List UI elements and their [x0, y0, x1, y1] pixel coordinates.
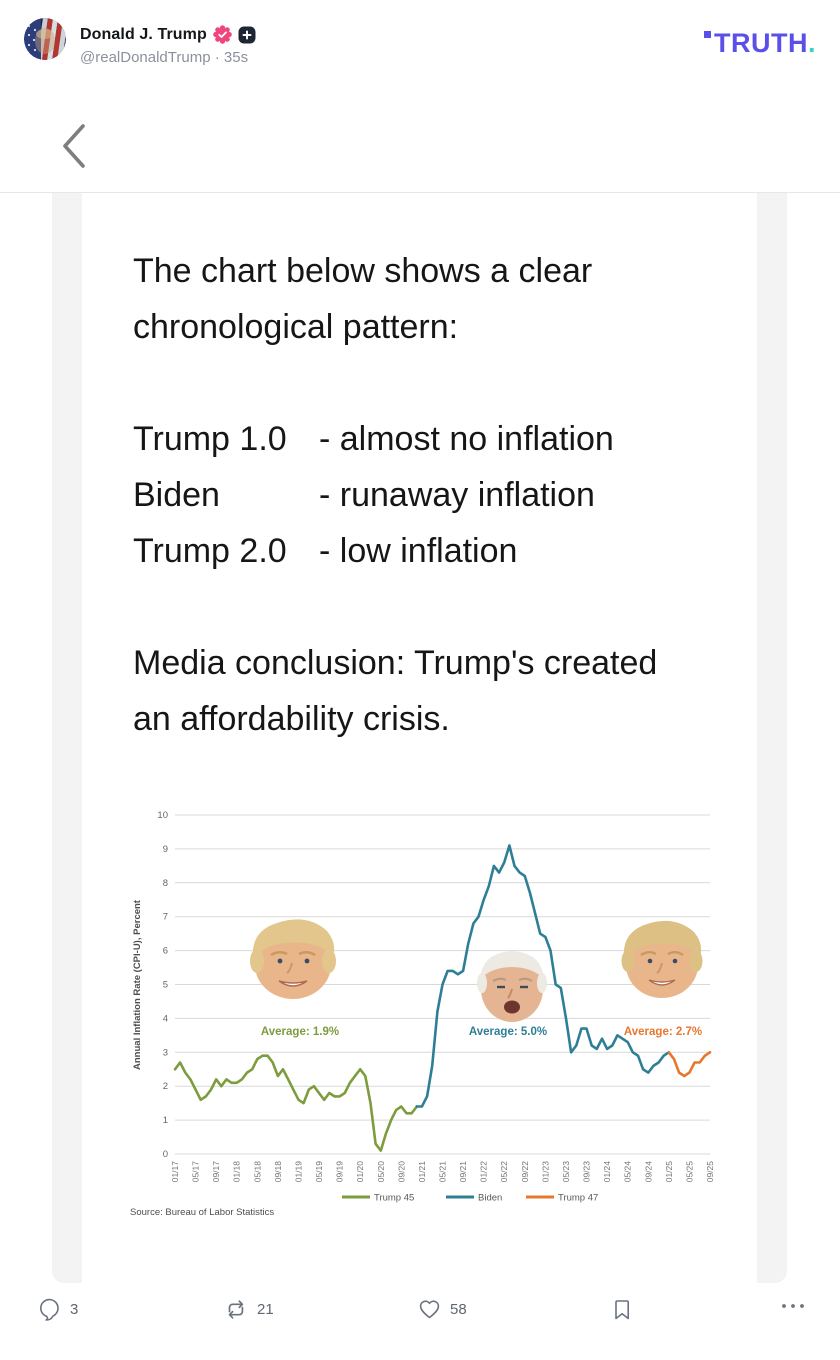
svg-text:10: 10 [157, 810, 168, 821]
trump-45-face-image [250, 919, 336, 999]
svg-text:Biden: Biden [478, 1193, 502, 1204]
svg-text:05/18: 05/18 [252, 1161, 262, 1183]
svg-text:09/19: 09/19 [335, 1161, 345, 1183]
svg-text:09/23: 09/23 [582, 1161, 592, 1183]
more-options-button[interactable] [780, 1302, 806, 1310]
svg-text:9: 9 [163, 844, 168, 855]
svg-text:5: 5 [163, 980, 168, 991]
svg-text:09/18: 09/18 [273, 1161, 283, 1183]
svg-text:01/21: 01/21 [417, 1161, 427, 1183]
user-handle[interactable]: @realDonaldTrump · 35s [80, 49, 249, 66]
trump-47-face-image [621, 920, 703, 998]
inflation-chart: 0 1 2 3 4 5 6 7 8 9 10 01/17 05/17 09/17 01/18 05/18 09/… [128, 791, 728, 1243]
svg-text:Average: 1.9%: Average: 1.9% [261, 1026, 339, 1038]
svg-text:Trump 47: Trump 47 [558, 1193, 598, 1204]
plus-badge-icon [238, 26, 256, 43]
bookmark-icon [615, 1300, 629, 1320]
svg-text:0: 0 [163, 1149, 168, 1160]
verified-badge-icon [213, 25, 232, 44]
svg-text:09/20: 09/20 [396, 1161, 406, 1183]
svg-text:05/23: 05/23 [561, 1161, 571, 1183]
svg-text:6: 6 [163, 946, 168, 957]
timestamp: 35s [223, 49, 249, 66]
svg-text:09/25: 09/25 [705, 1161, 715, 1183]
svg-text:01/19: 01/19 [293, 1161, 303, 1183]
svg-text:Average: 2.7%: Average: 2.7% [624, 1026, 702, 1038]
back-button[interactable] [52, 118, 100, 174]
heading-line: chronological pattern: [133, 308, 459, 346]
header-divider [0, 192, 840, 193]
reply-button[interactable]: 3 [38, 1298, 78, 1321]
svg-text:2: 2 [163, 1081, 168, 1092]
svg-text:01/25: 01/25 [664, 1161, 674, 1183]
chevron-left-icon [63, 124, 85, 168]
bookmark-button[interactable] [612, 1298, 632, 1321]
retruth-button[interactable]: 21 [224, 1298, 274, 1321]
svg-text:01/24: 01/24 [602, 1161, 612, 1183]
ellipsis-icon [782, 1304, 804, 1308]
svg-text:4: 4 [163, 1013, 168, 1024]
svg-text:05/25: 05/25 [684, 1161, 694, 1183]
svg-text:1: 1 [163, 1115, 168, 1126]
conclusion-line: an affordability crisis. [133, 700, 450, 738]
svg-text:3: 3 [163, 1047, 168, 1058]
conclusion-line: Media conclusion: Trump's created [133, 644, 658, 682]
display-name[interactable]: Donald J. Trump [80, 25, 207, 43]
heart-icon [419, 1300, 440, 1319]
svg-text:01/18: 01/18 [232, 1161, 242, 1183]
svg-text:01/22: 01/22 [479, 1161, 489, 1183]
svg-text:Annual Inflation Rate (CPI-U),: Annual Inflation Rate (CPI-U), Percent [132, 899, 143, 1070]
svg-text:8: 8 [163, 878, 168, 889]
like-count: 58 [450, 1300, 467, 1318]
svg-text:09/24: 09/24 [643, 1161, 653, 1183]
reply-count: 3 [70, 1301, 79, 1318]
svg-text:05/22: 05/22 [499, 1161, 509, 1183]
svg-text:05/21: 05/21 [438, 1161, 448, 1183]
speech-bubble-icon [40, 1298, 59, 1321]
svg-text:Trump 45: Trump 45 [374, 1193, 414, 1204]
svg-text:05/19: 05/19 [314, 1161, 324, 1183]
heading-line: The chart below shows a clear [133, 252, 593, 290]
svg-text:09/21: 09/21 [458, 1161, 468, 1183]
truth-logo-tick [704, 31, 711, 38]
repeat-arrows-icon [228, 1300, 244, 1319]
svg-text:05/20: 05/20 [376, 1161, 386, 1183]
svg-text:09/22: 09/22 [520, 1161, 530, 1183]
post-image-text: The chart below shows a clear chronologi… [133, 243, 711, 747]
pattern-row: Trump 2.0- low inflation [133, 532, 518, 570]
retruth-count: 21 [257, 1301, 274, 1318]
svg-text:Average: 5.0%: Average: 5.0% [469, 1026, 547, 1038]
inflation-chart-svg: 0 1 2 3 4 5 6 7 8 9 10 01/17 05/17 09/17 01/18 05/18 09/… [130, 810, 715, 1218]
svg-text:09/17: 09/17 [211, 1161, 221, 1183]
truth-logo: TRUTH. [704, 28, 816, 59]
avatar[interactable] [24, 18, 66, 60]
svg-text:7: 7 [163, 912, 168, 923]
post-image-attachment[interactable]: The chart below shows a clear chronologi… [52, 193, 787, 1283]
like-button[interactable]: 58 [418, 1298, 467, 1320]
svg-text:05/24: 05/24 [623, 1161, 633, 1183]
svg-text:01/23: 01/23 [540, 1161, 550, 1183]
avatar-flag-face-image [24, 18, 66, 60]
pattern-row: Biden - runaway inflation [133, 476, 595, 514]
chart-source: Source: Bureau of Labor Statistics [130, 1207, 274, 1218]
screenshot-page: The chart below shows a clear chronologi… [82, 193, 757, 1283]
biden-face-image [477, 951, 547, 1022]
svg-text:05/17: 05/17 [191, 1161, 201, 1183]
pattern-row: Trump 1.0- almost no inflation [133, 420, 614, 458]
post-action-bar: 3 21 58 [0, 1292, 840, 1336]
svg-text:01/20: 01/20 [355, 1161, 365, 1183]
svg-text:01/17: 01/17 [170, 1161, 180, 1183]
